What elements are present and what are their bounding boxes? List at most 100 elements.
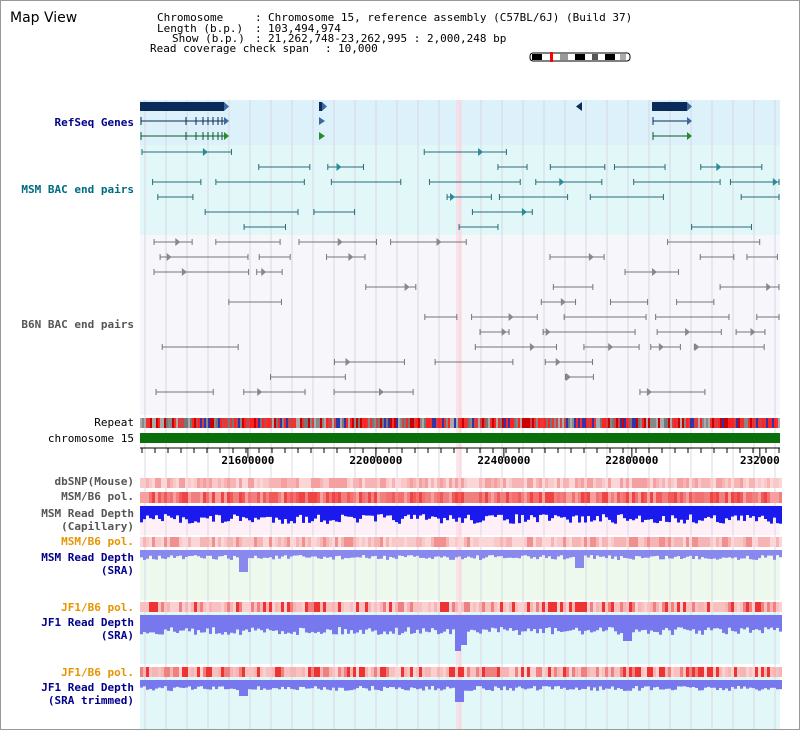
- msm-sra-depth-bar: [683, 550, 686, 559]
- read-depth-tracks[interactable]: [140, 506, 782, 702]
- bac-end-arrow: [508, 313, 514, 321]
- jf1-pol-cell: [584, 667, 587, 677]
- dbsnp-cell: [221, 478, 224, 488]
- jf1-pol-cell: [275, 667, 278, 677]
- jf1-sra-depth-bar: [359, 615, 362, 630]
- msm-sra-depth-bar: [599, 550, 602, 557]
- jf1-sra-depth-bar: [683, 615, 686, 630]
- jf1-pol-cell: [656, 667, 659, 677]
- msm-pol-cell: [740, 492, 743, 503]
- msm-pol-cell: [419, 537, 422, 547]
- msm-capillary-depth-bar: [443, 506, 446, 518]
- dbsnp-cell: [359, 478, 362, 488]
- msm-sra-depth-bar: [401, 550, 404, 556]
- dbsnp-cell: [614, 478, 617, 488]
- gene-block[interactable]: [319, 102, 322, 111]
- msm-pol-cell: [527, 492, 530, 503]
- repeat-element: [546, 418, 548, 428]
- msm-pol-cell: [773, 537, 776, 547]
- jf1-trimmed-depth-bar: [338, 680, 341, 688]
- msm-pol-cell: [512, 537, 515, 547]
- msm-sra-depth-bar: [506, 550, 509, 558]
- repeat-element: [662, 418, 664, 428]
- jf1-pol-cell: [602, 602, 605, 612]
- msm-sra-depth-bar: [254, 550, 257, 556]
- jf1-pol-cell: [605, 602, 608, 612]
- msm-pol-cell: [194, 492, 197, 503]
- jf1-sra-depth-bar: [500, 615, 503, 628]
- jf1-pol-cell: [467, 667, 470, 677]
- jf1-sra-depth-bar: [665, 615, 668, 628]
- repeat-element: [680, 418, 682, 428]
- jf1-pol-cell: [305, 667, 308, 677]
- jf1-trimmed-depth-bar: [182, 680, 185, 689]
- repeat-element: [160, 418, 162, 428]
- b6n-bac-end-pairs-track[interactable]: [153, 238, 780, 396]
- msm-pol-cell: [497, 492, 500, 503]
- dbsnp-cell: [272, 478, 275, 488]
- repeat-element: [698, 418, 700, 428]
- gene-block[interactable]: [140, 102, 224, 111]
- jf1-pol-cell: [725, 667, 728, 677]
- msm-pol-cell: [704, 537, 707, 547]
- jf1-pol-cell: [350, 602, 353, 612]
- msm-pol-cell: [188, 537, 191, 547]
- repeat-element: [400, 418, 402, 428]
- msm-pol-cell: [389, 492, 392, 503]
- msm-sra-depth-bar: [407, 550, 410, 556]
- msm-pol-cell: [164, 537, 167, 547]
- jf1-sra-depth-bar: [503, 615, 506, 630]
- heatmap-tracks[interactable]: [140, 478, 782, 677]
- msm-pol-cell: [563, 492, 566, 503]
- jf1-sra-depth-bar: [386, 615, 389, 635]
- msm-pol-cell: [152, 537, 155, 547]
- dbsnp-cell: [440, 478, 443, 488]
- msm-pol-cell: [314, 537, 317, 547]
- msm-capillary-depth-bar: [200, 506, 203, 518]
- jf1-pol-cell: [335, 667, 338, 677]
- jf1-pol-cell: [158, 602, 161, 612]
- jf1-trimmed-depth-bar: [185, 680, 188, 688]
- jf1-trimmed-depth-bar: [647, 680, 650, 687]
- dbsnp-cell: [143, 478, 146, 488]
- jf1-trimmed-depth-bar: [395, 680, 398, 690]
- msm-capillary-depth-bar: [704, 506, 707, 519]
- jf1-pol-cell: [632, 667, 635, 677]
- msm-pol-cell: [671, 537, 674, 547]
- msm-pol-cell: [194, 537, 197, 547]
- msm-sra-depth-bar: [749, 550, 752, 560]
- msm-bac-end-pairs-track[interactable]: [141, 148, 780, 230]
- dbsnp-cell: [566, 478, 569, 488]
- msm-pol-cell: [566, 492, 569, 503]
- jf1-trimmed-depth-bar: [506, 680, 509, 691]
- jf1-pol-cell: [338, 667, 341, 677]
- jf1-pol-cell: [458, 602, 461, 612]
- track-label-refseq: RefSeq Genes: [55, 116, 134, 129]
- msm-sra-depth-bar: [470, 550, 473, 558]
- msm-pol-cell: [485, 492, 488, 503]
- jf1-sra-depth-bar: [710, 615, 713, 631]
- msm-sra-depth-bar: [581, 550, 584, 568]
- jf1-trimmed-depth-bar: [626, 680, 629, 691]
- repeat-element: [154, 418, 156, 428]
- repeat-track[interactable]: [140, 418, 780, 428]
- msm-capillary-depth-bar: [293, 506, 296, 524]
- msm-pol-cell: [644, 492, 647, 503]
- refseq-genes-track[interactable]: [140, 102, 692, 140]
- jf1-trimmed-depth-bar: [755, 680, 758, 690]
- gene-strand-arrow[interactable]: [576, 102, 582, 111]
- repeat-element: [254, 418, 256, 428]
- chromosome-bar[interactable]: [140, 433, 780, 443]
- msm-pol-cell: [488, 537, 491, 547]
- jf1-trimmed-depth-bar: [614, 680, 617, 690]
- gene-block[interactable]: [652, 102, 687, 111]
- repeat-element: [206, 418, 208, 428]
- msm-pol-cell: [386, 537, 389, 547]
- msm-pol-cell: [497, 537, 500, 547]
- jf1-trimmed-depth-bar: [677, 680, 680, 687]
- msm-pol-cell: [764, 492, 767, 503]
- jf1-pol-cell: [434, 667, 437, 677]
- chromosome-ideogram[interactable]: [529, 52, 631, 62]
- dbsnp-cell: [179, 478, 182, 488]
